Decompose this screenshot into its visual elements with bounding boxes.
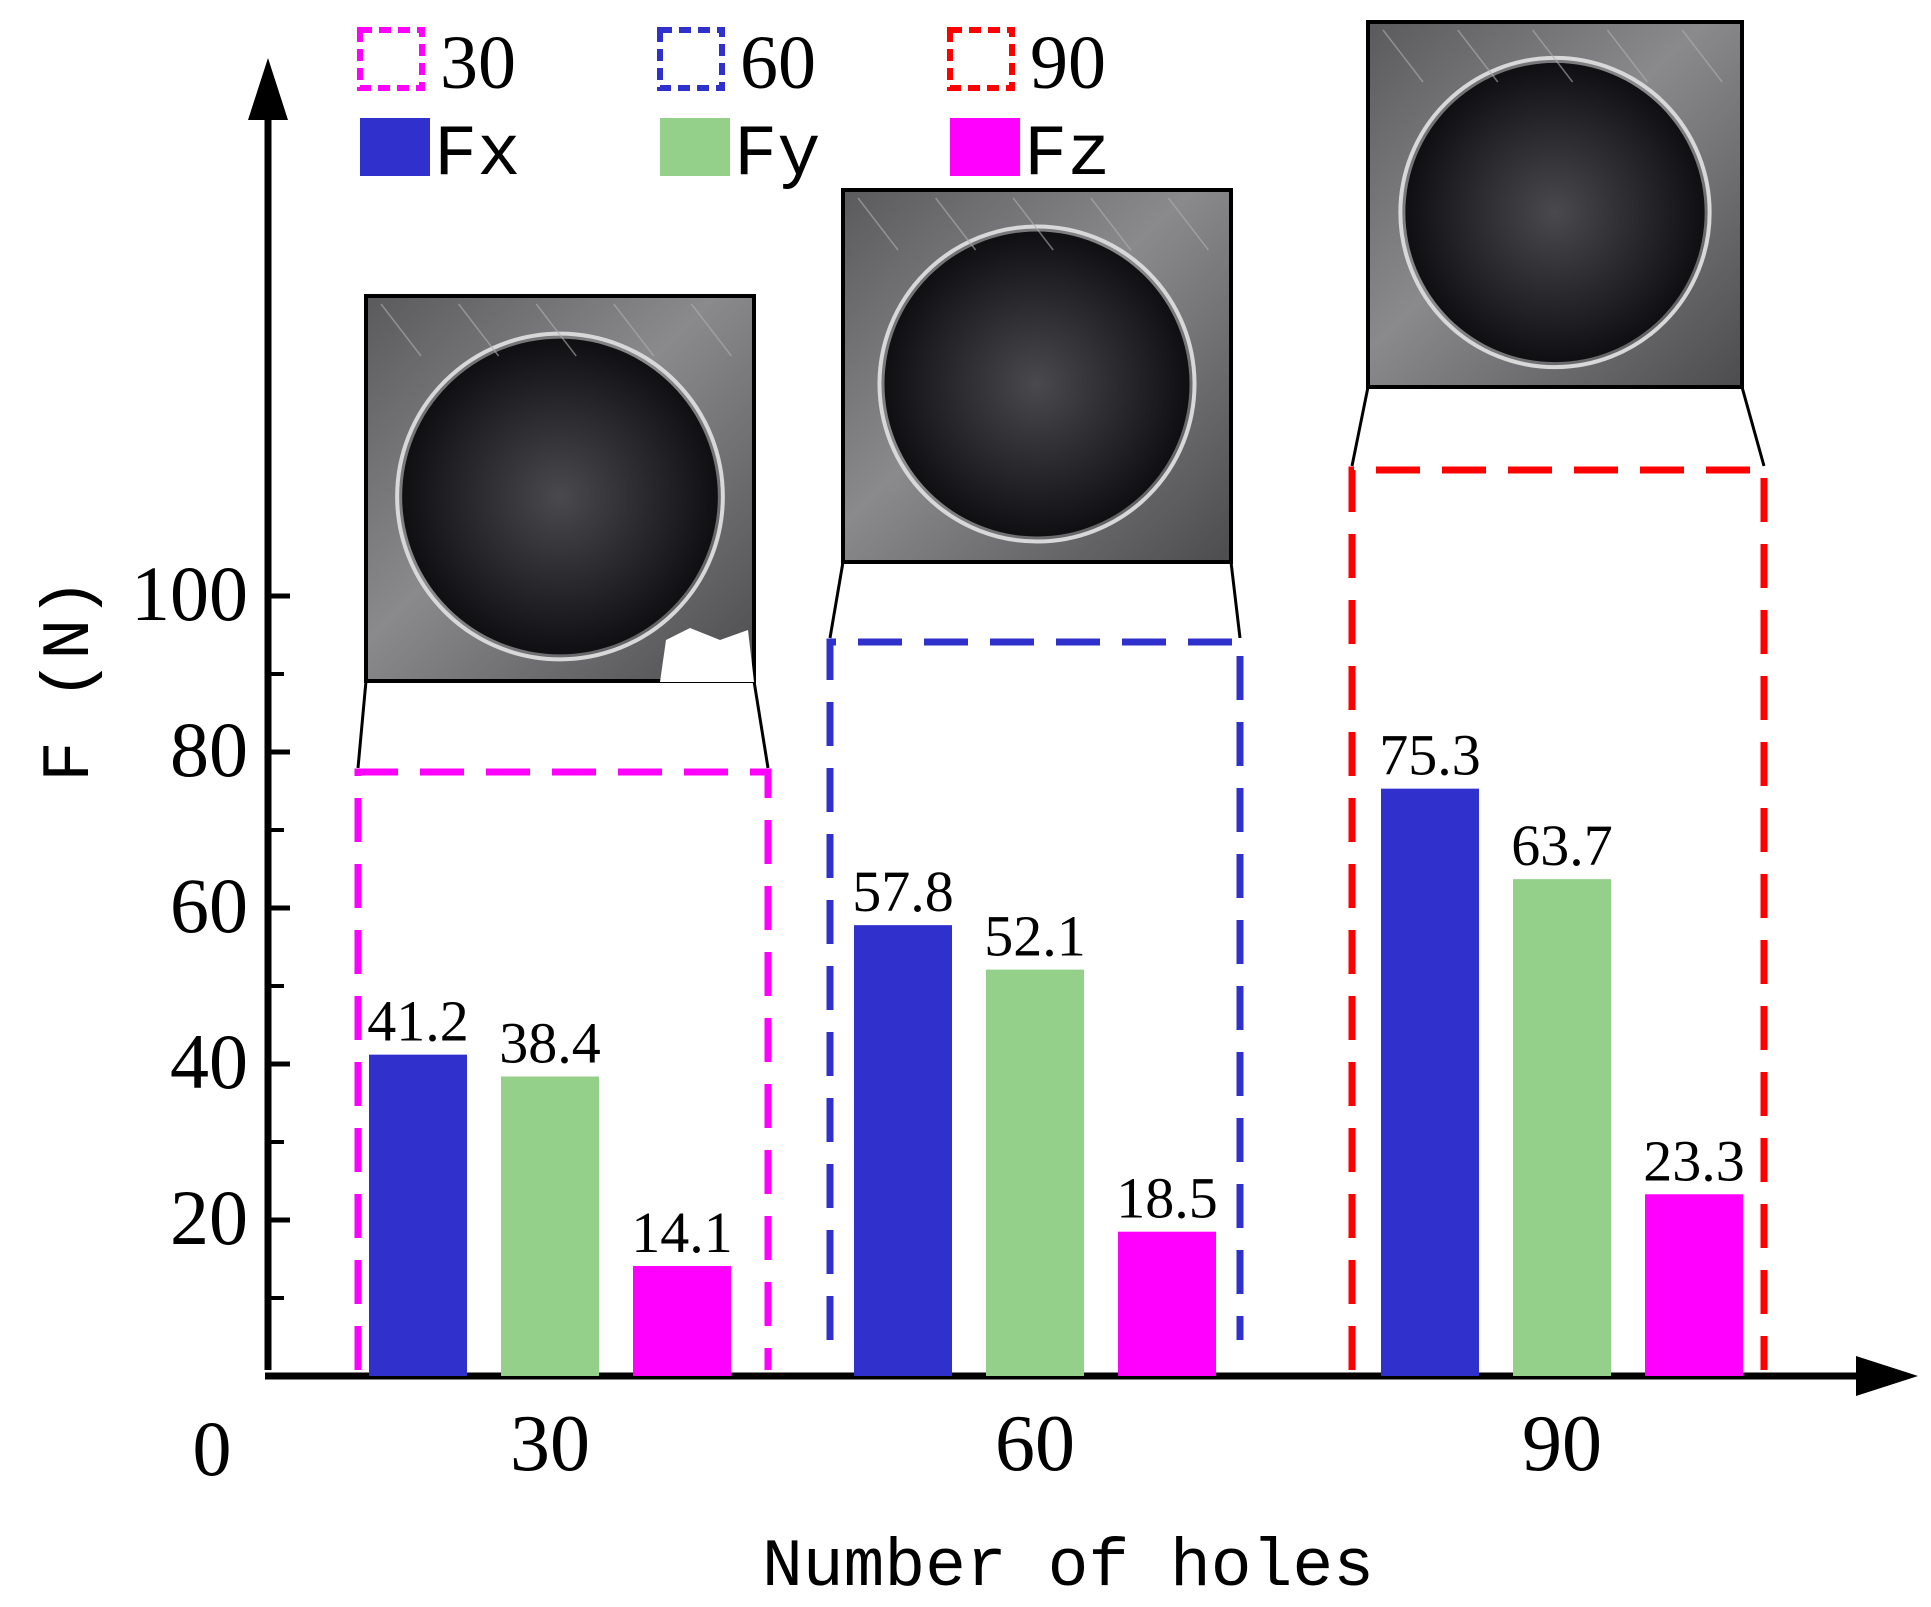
legend-label: 90: [1030, 21, 1106, 105]
bar-value-label: 52.1: [984, 904, 1086, 969]
legend-box-30: [357, 27, 425, 91]
inset-connector: [1350, 386, 1370, 467]
inset-connector: [356, 680, 368, 769]
hole-rim: [395, 331, 725, 662]
metal-scratch: [690, 303, 732, 357]
legend-box-60: [657, 27, 725, 91]
metal-scratch: [857, 197, 899, 251]
metal-scratch: [1090, 197, 1132, 251]
photo-glare: [660, 628, 754, 682]
group-box-60: [826, 638, 1244, 1340]
legend-swatch-fx: [360, 118, 430, 176]
metal-scratch: [1606, 29, 1648, 83]
legend-swatch-fz: [950, 118, 1020, 176]
bar-value-label: 75.3: [1379, 723, 1481, 788]
y-tick-label: 0: [193, 1405, 232, 1492]
bar-value-label: 57.8: [852, 859, 954, 924]
metal-scratch: [1532, 29, 1574, 83]
legend-label: 30: [440, 21, 516, 105]
bar-value-label: 38.4: [499, 1010, 601, 1075]
bar-fy-30: [501, 1076, 599, 1376]
y-tick-label: 40: [170, 1018, 248, 1105]
bar-value-label: 18.5: [1116, 1166, 1218, 1231]
inset-photos: [356, 20, 1766, 769]
bars: [369, 788, 1743, 1376]
legend-box-90: [947, 27, 1015, 91]
x-tick-label: 30: [510, 1400, 590, 1488]
metal-scratch: [1681, 29, 1723, 83]
x-axis-label: Number of holes: [762, 1529, 1374, 1602]
y-axis-arrow-icon: [248, 58, 288, 120]
hole-interior: [402, 338, 718, 655]
legend-label: Fy: [734, 114, 820, 196]
bar-value-label: 14.1: [631, 1200, 733, 1265]
legend-label: Fx: [434, 114, 520, 196]
y-tick-label: 80: [170, 706, 248, 793]
y-axis-label: F (N): [32, 578, 109, 782]
y-tick-label: 100: [131, 550, 248, 637]
metal-scratch: [458, 303, 500, 357]
hole-rim: [877, 224, 1197, 544]
x-tick-label: 60: [995, 1400, 1075, 1488]
bar-fz-30: [633, 1266, 731, 1376]
metal-scratch: [935, 197, 977, 251]
bar-value-labels: 41.2 57.8 75.3 38.4 52.1 63.7 14.1 18.5 23.3: [367, 723, 1745, 1265]
bar-value-label: 41.2: [367, 989, 469, 1054]
bar-value-label: 63.7: [1511, 813, 1613, 878]
inset-connector: [828, 561, 845, 639]
inset-connector: [752, 680, 770, 769]
bar-fy-60: [986, 969, 1084, 1376]
bar-fx-90: [1381, 788, 1479, 1376]
metal-scratch: [535, 303, 577, 357]
metal-scratch: [1382, 29, 1424, 83]
metal-scratch: [380, 303, 422, 357]
metal-scratch: [1167, 197, 1209, 251]
inset-connector: [1229, 561, 1242, 639]
bar-fx-30: [369, 1054, 467, 1376]
legend-label: 60: [740, 21, 816, 105]
legend-label: Fz: [1024, 114, 1110, 196]
inset-connector: [1740, 386, 1766, 467]
y-tick-label: 20: [170, 1174, 248, 1261]
group-boxes: [354, 466, 1768, 1370]
bar-fy-90: [1513, 879, 1611, 1376]
bar-fz-90: [1645, 1194, 1743, 1376]
legend: 30 60 90 Fx Fy Fz: [357, 21, 1110, 196]
x-tick-label: 90: [1522, 1400, 1602, 1488]
y-ticks: 0 20 40 60 80 100: [131, 550, 290, 1492]
metal-scratch: [613, 303, 655, 357]
metal-scratch: [1457, 29, 1499, 83]
bar-value-label: 23.3: [1643, 1128, 1745, 1193]
bar-fz-60: [1118, 1231, 1216, 1376]
hole-rim: [1398, 55, 1712, 370]
legend-swatch-fy: [660, 118, 730, 176]
y-tick-label: 60: [170, 862, 248, 949]
metal-scratch: [1012, 197, 1054, 251]
x-tick-labels: 30 60 90: [510, 1400, 1602, 1488]
bar-fx-60: [854, 925, 952, 1376]
group-box-30: [354, 768, 772, 1370]
hole-interior: [1405, 62, 1705, 363]
hole-interior: [884, 231, 1190, 537]
x-axis-arrow-icon: [1856, 1356, 1918, 1396]
